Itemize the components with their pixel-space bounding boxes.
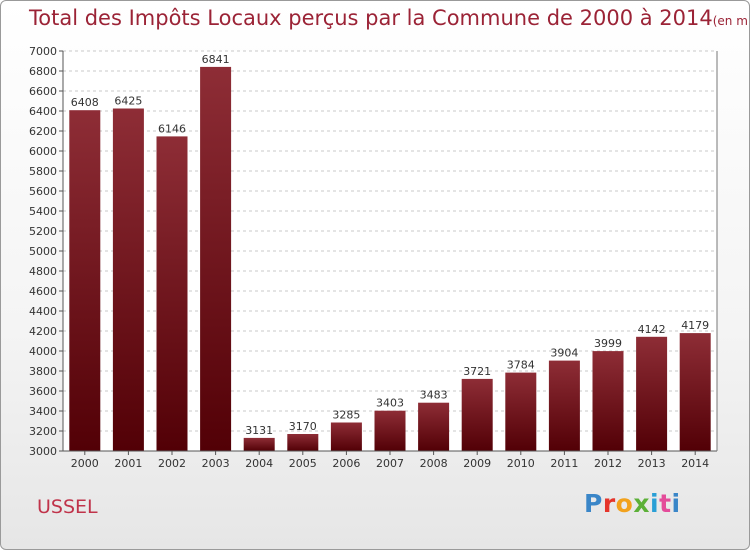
bar bbox=[374, 410, 406, 451]
x-tick-label: 2002 bbox=[158, 457, 186, 470]
y-tick-label: 4600 bbox=[29, 285, 57, 298]
bar bbox=[679, 333, 711, 451]
bar bbox=[112, 108, 144, 451]
x-tick-label: 2007 bbox=[376, 457, 404, 470]
data-labels: 6408 6425 6146 6841 3131 3170 3285 3403 3483 3721… bbox=[71, 53, 709, 437]
y-tick-label: 5400 bbox=[29, 205, 57, 218]
data-label: 6841 bbox=[202, 53, 230, 66]
commune-name: USSEL bbox=[37, 496, 98, 518]
bar bbox=[287, 434, 319, 451]
logo-letter: P bbox=[584, 489, 603, 518]
x-tick-label: 2005 bbox=[289, 457, 317, 470]
y-tick-label: 6600 bbox=[29, 85, 57, 98]
y-tick-label: 3000 bbox=[29, 445, 57, 458]
y-tick-label: 7000 bbox=[29, 45, 57, 58]
bar bbox=[548, 360, 580, 451]
y-axis-ticks: 3000 3200 3400 3600 3800 4000 4200 4400 4600 4800… bbox=[29, 45, 63, 458]
logo-letter: i bbox=[650, 489, 660, 518]
x-tick-label: 2001 bbox=[114, 457, 142, 470]
x-tick-label: 2000 bbox=[71, 457, 99, 470]
chart-unit: (en milliers d'€) bbox=[712, 14, 750, 28]
x-tick-label: 2006 bbox=[332, 457, 360, 470]
bar bbox=[592, 351, 624, 451]
data-label: 3999 bbox=[594, 337, 622, 350]
chart-title: Total des Impôts Locaux perçus par la Co… bbox=[29, 6, 713, 30]
logo-letter: o bbox=[615, 489, 634, 518]
x-tick-label: 2008 bbox=[420, 457, 448, 470]
x-tick-label: 2010 bbox=[507, 457, 535, 470]
x-tick-label: 2012 bbox=[594, 457, 622, 470]
logo-letter: r bbox=[602, 489, 616, 518]
data-label: 6146 bbox=[158, 122, 186, 135]
logo-letter: x bbox=[633, 489, 650, 518]
y-tick-label: 3800 bbox=[29, 365, 57, 378]
data-label: 3403 bbox=[376, 397, 404, 410]
bar bbox=[461, 378, 493, 451]
data-label: 4179 bbox=[681, 319, 709, 332]
y-tick-label: 6200 bbox=[29, 125, 57, 138]
y-tick-label: 4800 bbox=[29, 265, 57, 278]
data-label: 3170 bbox=[289, 420, 317, 433]
y-tick-label: 5800 bbox=[29, 165, 57, 178]
data-label: 6425 bbox=[114, 95, 142, 108]
bars bbox=[69, 66, 711, 452]
bar bbox=[330, 422, 362, 451]
data-label: 6408 bbox=[71, 96, 99, 109]
x-tick-label: 2004 bbox=[245, 457, 273, 470]
proxiti-logo: Proxiti bbox=[584, 489, 681, 518]
data-label: 3285 bbox=[332, 409, 360, 422]
y-tick-label: 5600 bbox=[29, 185, 57, 198]
data-label: 3904 bbox=[550, 347, 578, 360]
data-label: 4142 bbox=[638, 323, 666, 336]
bar bbox=[69, 110, 101, 451]
x-axis-ticks: 2000 2001 2002 2003 2004 2005 2006 2007 2008 2009… bbox=[71, 451, 709, 470]
x-tick-label: 2011 bbox=[550, 457, 578, 470]
y-tick-label: 6400 bbox=[29, 105, 57, 118]
x-tick-label: 2014 bbox=[681, 457, 709, 470]
bar bbox=[200, 66, 232, 452]
y-tick-label: 5000 bbox=[29, 245, 57, 258]
y-tick-label: 4200 bbox=[29, 325, 57, 338]
y-tick-label: 6800 bbox=[29, 65, 57, 78]
y-tick-label: 6000 bbox=[29, 145, 57, 158]
chart-title-row: Total des Impôts Locaux perçus par la Co… bbox=[29, 6, 750, 30]
y-tick-label: 4400 bbox=[29, 305, 57, 318]
y-tick-label: 3200 bbox=[29, 425, 57, 438]
bar bbox=[156, 136, 188, 451]
bar bbox=[418, 402, 450, 451]
data-label: 3483 bbox=[420, 389, 448, 402]
y-tick-label: 5200 bbox=[29, 225, 57, 238]
x-tick-label: 2013 bbox=[638, 457, 666, 470]
bar bbox=[243, 437, 275, 451]
bar bbox=[505, 372, 537, 451]
logo-letter: i bbox=[671, 489, 681, 518]
y-tick-label: 3400 bbox=[29, 405, 57, 418]
y-tick-label: 3600 bbox=[29, 385, 57, 398]
y-tick-label: 4000 bbox=[29, 345, 57, 358]
x-tick-label: 2003 bbox=[202, 457, 230, 470]
data-label: 3721 bbox=[463, 365, 491, 378]
bar bbox=[636, 336, 668, 451]
data-label: 3784 bbox=[507, 359, 535, 372]
logo-letter: t bbox=[659, 489, 672, 518]
data-label: 3131 bbox=[245, 424, 273, 437]
x-tick-label: 2009 bbox=[463, 457, 491, 470]
